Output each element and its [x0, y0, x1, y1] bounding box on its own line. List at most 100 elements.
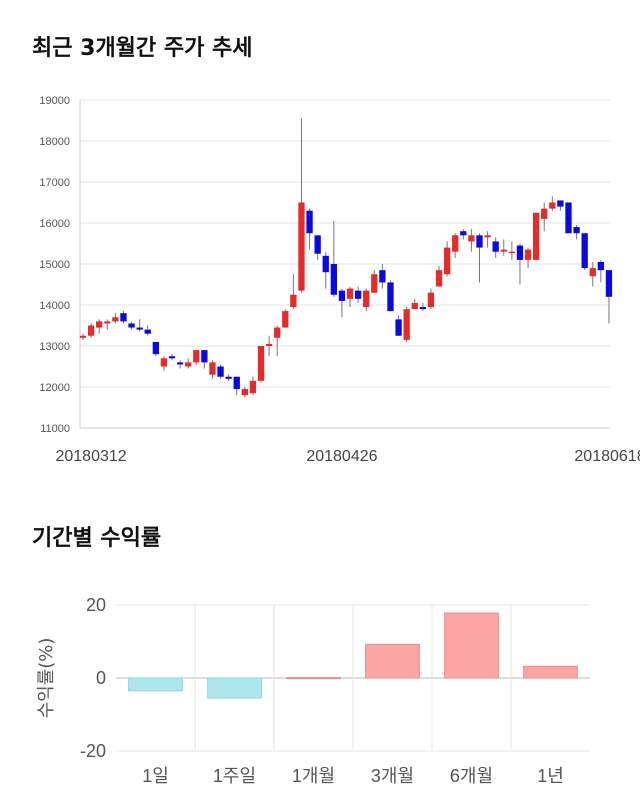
candle-x-tick-label: 20180312: [55, 448, 126, 465]
candle-body: [411, 302, 418, 310]
bar-x-tick-label: 1주일: [213, 766, 256, 786]
candle-x-tick-label: 20180426: [306, 448, 377, 465]
candle-body: [241, 389, 248, 396]
candle-body: [484, 235, 491, 238]
candle-body: [500, 249, 507, 252]
candle-body: [274, 327, 281, 338]
candle-y-tick-label: 11000: [40, 423, 70, 435]
candle-body: [508, 251, 516, 254]
candle-body: [96, 321, 103, 328]
candle-body: [589, 268, 596, 277]
candle-body: [419, 307, 427, 310]
candle-grid: [79, 99, 610, 429]
candle-body: [168, 356, 176, 359]
candle-body: [605, 270, 613, 297]
candle-body: [104, 321, 111, 324]
candle-marks: [79, 118, 613, 398]
bar-y-tick-label: 0: [96, 668, 106, 688]
candle-body: [120, 313, 127, 322]
candle-body: [249, 380, 257, 394]
candle-y-tick-label: 15000: [39, 259, 70, 271]
candle-body: [443, 247, 451, 275]
candle-body: [468, 235, 475, 242]
candle-y-tick-label: 12000: [39, 382, 70, 394]
candle-body: [209, 362, 216, 375]
candle-body: [314, 235, 321, 254]
candle-body: [176, 362, 184, 365]
candle-body: [346, 288, 354, 299]
candle-body: [435, 270, 443, 287]
candle-body: [524, 249, 532, 260]
candle-y-tick-label: 16000: [39, 218, 70, 230]
candle-body: [152, 341, 159, 355]
candle-y-tick-label: 19000: [39, 95, 70, 107]
candle-body: [363, 290, 370, 308]
bar-x-tick-label: 3개월: [371, 766, 414, 786]
candle-body: [193, 350, 200, 363]
candle-body: [298, 202, 305, 291]
candle-body: [597, 261, 605, 271]
candle-body: [541, 208, 548, 219]
candle-x-axis: 20180312 20180426 20180618: [55, 448, 640, 465]
candle-body: [452, 235, 459, 252]
candle-body: [265, 343, 273, 346]
candle-body: [532, 212, 540, 260]
candle-body: [565, 202, 572, 234]
candle-body: [476, 235, 483, 248]
return-bar: [207, 677, 262, 699]
candle-y-axis: 11000 12000 13000 14000 15000 16000 17000 18000…: [39, 95, 70, 435]
bar-x-tick-label: 1년: [537, 766, 564, 786]
bar-y-axis: -20 0 20: [80, 595, 106, 761]
candle-body: [306, 210, 313, 234]
candle-body: [338, 290, 346, 301]
return-bar: [444, 612, 499, 679]
candle-body: [395, 319, 402, 336]
candle-x-tick-label: 20180618: [574, 448, 640, 465]
bar-x-axis: 1일 1주일 1개월 3개월 6개월 1년: [142, 766, 564, 786]
candlestick-chart: 11000 12000 13000 14000 15000 16000 17000 18000…: [39, 95, 640, 465]
return-bar: [286, 677, 341, 680]
candle-body: [371, 274, 378, 293]
returns-section-title: 기간별 수익률: [32, 526, 162, 551]
candle-body: [330, 264, 337, 295]
candle-body: [282, 311, 289, 328]
candle-body: [257, 346, 265, 381]
bar-x-tick-label: 1일: [142, 766, 169, 786]
candle-y-tick-label: 13000: [39, 341, 70, 353]
candle-body: [516, 245, 524, 260]
return-bar: [523, 665, 578, 679]
candle-body: [549, 202, 556, 209]
bar-y-tick-label: -20: [80, 741, 106, 761]
candle-body: [354, 290, 362, 299]
candle-body: [557, 200, 564, 207]
candle-body: [201, 350, 208, 363]
candle-body: [379, 270, 386, 283]
candle-y-tick-label: 18000: [39, 136, 70, 148]
candle-body: [87, 325, 95, 336]
bar-x-tick-label: 1개월: [292, 766, 335, 786]
return-bar: [128, 677, 183, 692]
candle-body: [112, 317, 119, 322]
candle-y-tick-label: 14000: [39, 300, 70, 312]
candle-body: [185, 362, 192, 367]
candle-body: [79, 335, 87, 338]
bar-x-tick-label: 6개월: [450, 766, 493, 786]
trend-section-title: 최근 3개월간 주가 추세: [32, 36, 253, 61]
candle-body: [290, 294, 297, 308]
candle-body: [136, 327, 143, 330]
candle-body: [403, 309, 410, 340]
candle-body: [492, 241, 499, 252]
bar-y-tick-label: 20: [86, 595, 106, 615]
return-bar: [365, 643, 420, 679]
bar-grid: [116, 604, 590, 752]
bar-y-axis-label: 수익률(%): [36, 638, 57, 719]
candle-body: [217, 366, 224, 377]
candle-body: [573, 227, 580, 234]
candle-body: [144, 329, 151, 334]
candle-body: [225, 376, 232, 379]
candle-y-tick-label: 17000: [39, 177, 70, 189]
candle-body: [581, 233, 588, 269]
candle-body: [233, 376, 240, 390]
candle-body: [128, 323, 135, 328]
